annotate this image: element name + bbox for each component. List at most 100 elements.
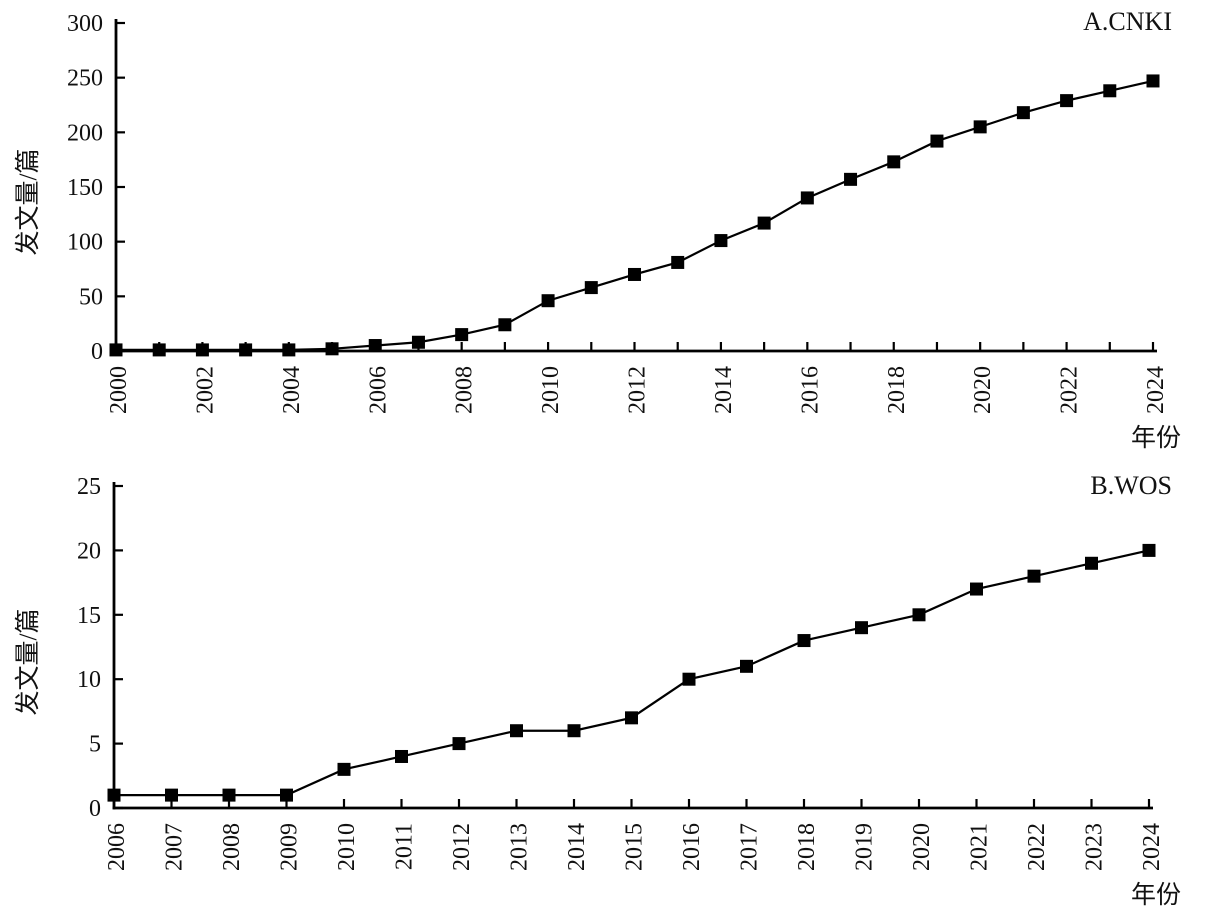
x-tick-label: 2012 — [625, 366, 651, 414]
x-tick-label: 2024 — [1143, 366, 1169, 414]
x-tick-label: 2015 — [622, 823, 648, 871]
y-tick-label: 150 — [67, 175, 103, 201]
y-tick-label: 15 — [77, 603, 101, 629]
x-tick-label: 2004 — [279, 366, 305, 414]
data-point-marker — [498, 318, 512, 332]
panel-label: A.CNKI — [1083, 7, 1172, 36]
data-point-marker — [280, 788, 293, 802]
data-point-marker — [152, 343, 166, 357]
x-tick-label: 2022 — [1024, 823, 1050, 871]
x-axis-title: 年份 — [1131, 424, 1181, 452]
data-point-marker — [282, 343, 296, 357]
y-tick-label: 25 — [77, 474, 101, 500]
x-tick-label: 2014 — [711, 366, 737, 414]
x-tick-label: 2014 — [564, 823, 590, 871]
x-tick-label: 2023 — [1082, 823, 1108, 871]
x-tick-label: 2002 — [192, 366, 218, 414]
data-point-marker — [107, 788, 121, 802]
data-point-marker — [1027, 569, 1041, 583]
x-tick-label: 2006 — [365, 366, 391, 414]
x-tick-label: 2021 — [967, 823, 993, 871]
y-tick-label: 50 — [79, 284, 103, 310]
data-point-marker — [970, 582, 983, 596]
data-point-marker — [584, 281, 598, 295]
data-point-marker — [671, 255, 685, 269]
x-tick-label: 2013 — [507, 823, 533, 871]
data-point-marker — [855, 621, 868, 635]
cnki-line-chart: 0 50 100 150 200 250 300 2000 2002 2004 2006 2008 20… — [14, 7, 1181, 452]
y-axis-title: 发文量/篇 — [14, 609, 42, 716]
x-tick-label: 2008 — [452, 366, 478, 414]
x-tick-label: 2018 — [884, 366, 910, 414]
x-tick-label: 2006 — [104, 823, 130, 871]
x-tick-label: 2010 — [538, 366, 564, 414]
data-point-marker — [714, 234, 728, 248]
x-tick-label: 2022 — [1057, 366, 1083, 414]
data-point-marker — [337, 762, 351, 776]
data-point-marker — [325, 342, 339, 356]
data-point-marker — [930, 134, 944, 148]
x-tick-label: 2007 — [162, 823, 188, 871]
x-tick-label: 2000 — [106, 366, 132, 414]
x-axis-title: 年份 — [1131, 881, 1181, 909]
x-tick-label: 2010 — [334, 823, 360, 871]
data-point-marker — [1016, 106, 1030, 120]
series-line — [114, 549, 1150, 797]
data-point-marker — [395, 749, 408, 763]
data-point-marker — [1103, 84, 1117, 98]
x-tick-label: 2024 — [1139, 823, 1165, 871]
x-tick-label: 2009 — [277, 823, 303, 871]
y-tick-label: 0 — [89, 796, 101, 822]
data-point-marker — [1060, 94, 1074, 108]
x-tick-label: 2011 — [392, 823, 418, 870]
x-tick-label: 2016 — [797, 366, 823, 414]
x-tick-label: 2020 — [909, 823, 935, 871]
data-point-marker — [368, 339, 382, 353]
y-tick-label: 5 — [89, 732, 101, 758]
data-point-marker — [628, 267, 641, 281]
y-tick-label: 250 — [67, 66, 103, 92]
data-point-marker — [411, 335, 425, 349]
series-line — [116, 79, 1154, 352]
x-tick-label: 2020 — [970, 366, 996, 414]
data-point-marker — [541, 294, 555, 308]
data-point-marker — [800, 191, 814, 205]
data-point-marker — [844, 172, 858, 186]
data-point-marker — [239, 343, 253, 357]
data-point-marker — [165, 788, 178, 802]
data-point-marker — [887, 155, 901, 169]
y-tick-label: 100 — [67, 230, 103, 256]
y-axis-title: 发文量/篇 — [14, 149, 42, 256]
y-tick-label: 20 — [77, 538, 101, 564]
chart-panel-b-wos: 0 5 10 15 20 25 2006 2007 2008 2009 2010 2011 2012 20… — [0, 458, 1221, 915]
y-tick-label: 10 — [77, 667, 101, 693]
y-tick-label: 300 — [67, 11, 103, 37]
data-point-marker — [109, 343, 123, 357]
data-point-marker — [452, 737, 466, 751]
y-tick-label: 0 — [91, 339, 103, 365]
x-tick-label: 2016 — [679, 823, 705, 871]
y-tick-label: 200 — [67, 120, 103, 146]
data-point-marker — [625, 711, 638, 725]
data-point-marker — [797, 634, 811, 648]
data-point-marker — [567, 724, 581, 738]
data-point-marker — [1146, 74, 1160, 88]
x-tick-label: 2017 — [737, 823, 763, 871]
wos-line-chart: 0 5 10 15 20 25 2006 2007 2008 2009 2010 2011 2012 20… — [14, 471, 1181, 909]
data-point-marker — [455, 328, 469, 342]
data-point-marker — [195, 343, 209, 357]
chart-panel-a-cnki: 0 50 100 150 200 250 300 2000 2002 2004 2006 2008 20… — [0, 0, 1221, 457]
panel-label: B.WOS — [1090, 471, 1172, 500]
x-tick-label: 2012 — [449, 823, 475, 871]
data-point-marker — [510, 724, 523, 738]
x-tick-label: 2019 — [852, 823, 878, 871]
data-point-marker — [973, 120, 987, 134]
data-point-marker — [1142, 543, 1156, 557]
data-point-marker — [222, 788, 236, 802]
data-point-marker — [912, 608, 926, 622]
data-point-marker — [1085, 556, 1098, 570]
data-point-marker — [740, 659, 753, 673]
data-point-marker — [682, 672, 696, 686]
x-tick-label: 2008 — [219, 823, 245, 871]
